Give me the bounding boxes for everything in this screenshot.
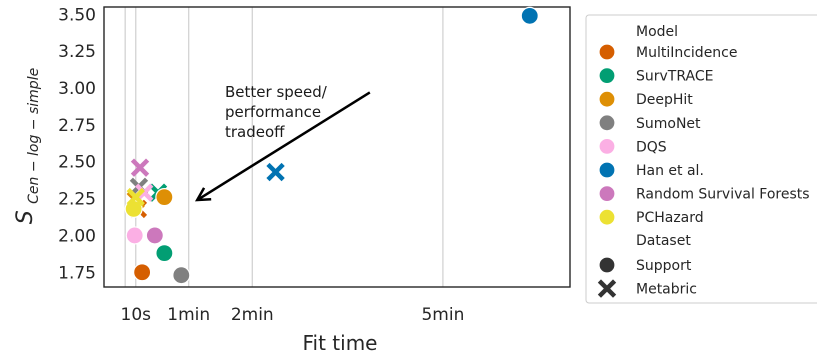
legend-marker <box>598 114 616 132</box>
data-point-metabric <box>130 158 150 177</box>
legend-item-label: MultiIncidence <box>636 45 738 61</box>
legend-item-label: DeepHit <box>636 92 693 108</box>
annotation-arrow-head <box>194 187 212 202</box>
legend-item-label: SurvTRACE <box>636 69 713 85</box>
svg-text:S Cen − log − simple: S Cen − log − simple <box>13 68 42 224</box>
y-tick-label: 3.50 <box>58 5 96 25</box>
legend-marker <box>597 279 617 298</box>
legend-marker <box>598 90 616 108</box>
x-tick-labels: 10s 1min 2min 5min <box>121 305 465 325</box>
x-tick-label: 10s <box>121 305 152 325</box>
legend-hue-title: Model <box>636 24 678 40</box>
legend-marker <box>598 208 616 226</box>
annotation-line-3: tradeoff <box>225 123 285 141</box>
annotation-line-1: Better speed/ <box>225 83 328 101</box>
y-axis-title-main: S <box>13 210 38 224</box>
annotation-arrow <box>196 91 371 202</box>
data-point-support <box>155 188 174 207</box>
data-point-support <box>125 226 144 245</box>
x-axis-title: Fit time <box>303 331 378 355</box>
legend-style-title: Dataset <box>636 233 691 249</box>
legend-item-label: DQS <box>636 139 667 155</box>
legend-marker <box>598 66 616 85</box>
annotation-line-2: performance <box>225 103 321 121</box>
x-tick-label: 5min <box>421 305 464 325</box>
legend-datasets: Support Metabric <box>597 256 697 298</box>
data-point-support <box>172 266 191 285</box>
data-point-metabric <box>126 187 145 207</box>
x-tick-label: 1min <box>167 305 210 325</box>
legend-item-label: Random Survival Forests <box>636 187 810 203</box>
legend-marker <box>598 256 616 274</box>
y-tick-label: 1.75 <box>58 263 96 283</box>
legend-marker <box>598 43 616 61</box>
data-point-support <box>133 263 152 282</box>
data-point-metabric <box>266 162 285 182</box>
data-point-support <box>145 226 164 245</box>
y-tick-label: 2.50 <box>58 153 96 173</box>
annotation: Better speed/ performance tradeoff <box>194 83 371 202</box>
legend-marker <box>598 161 616 179</box>
legend-marker <box>598 185 616 203</box>
data-points <box>124 6 539 285</box>
y-tick-label: 3.25 <box>58 42 96 62</box>
legend-models: MultiIncidence SurvTRACE DeepHit SumoNet DQS… <box>598 43 810 226</box>
y-tick-labels: 1.75 2.00 2.25 2.50 2.75 3.00 3.25 3.50 <box>58 5 96 283</box>
legend-item-label: SumoNet <box>636 116 701 132</box>
legend-item-label: Support <box>636 258 692 274</box>
y-axis-title-subscript: Cen − log − simple <box>26 68 42 204</box>
x-tick-label: 2min <box>231 305 274 325</box>
y-tick-label: 2.00 <box>58 226 96 246</box>
data-point-support <box>155 244 174 263</box>
plot-frame <box>103 6 571 288</box>
data-point-metabric <box>135 183 154 202</box>
legend-marker <box>598 137 616 155</box>
legend: Model MultiIncidence SurvTRACE DeepHit Sumo… <box>585 14 817 304</box>
legend-item-label: Metabric <box>636 282 697 298</box>
legend-item-label: PCHazard <box>636 210 704 226</box>
y-axis-title: S Cen − log − simple <box>13 68 42 224</box>
legend-frame <box>585 14 817 304</box>
data-point-support <box>520 6 539 25</box>
y-tick-label: 2.75 <box>58 116 96 136</box>
y-tick-label: 3.00 <box>58 79 96 99</box>
y-tick-label: 2.25 <box>58 190 96 210</box>
legend-item-label: Han et al. <box>636 163 704 179</box>
